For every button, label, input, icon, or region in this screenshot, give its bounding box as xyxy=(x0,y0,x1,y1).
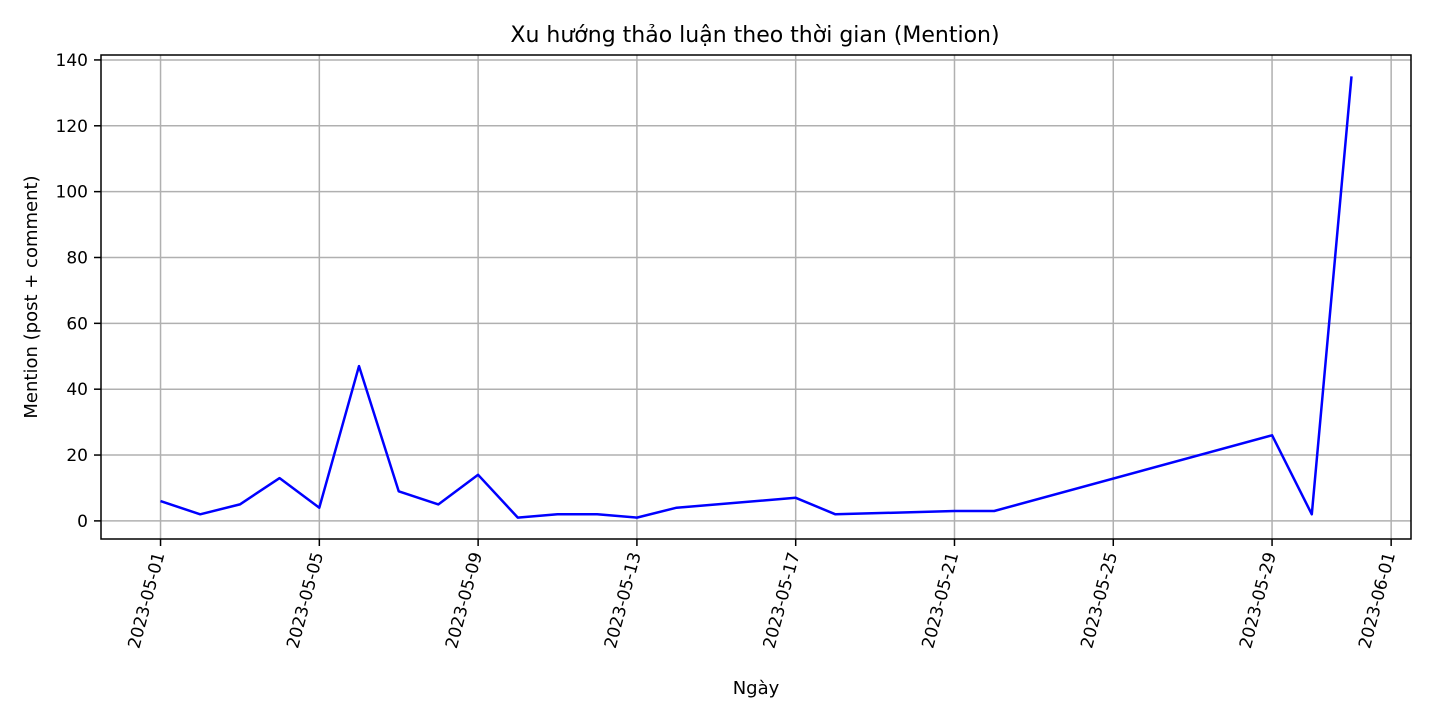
y-tick-label: 20 xyxy=(66,446,88,466)
y-tick-label: 140 xyxy=(56,51,88,71)
plot-area-frame xyxy=(100,54,1412,540)
series-layer xyxy=(160,76,1353,519)
y-axis-label: Mention (post + comment) xyxy=(21,175,42,418)
x-axis-label: Ngày xyxy=(733,678,780,699)
x-tick-label: 2023-06-01 xyxy=(1355,550,1400,651)
axis-ticks: 0 20 40 60 80 100 120 140 2023-05-01 2023-05-05 20… xyxy=(56,51,1400,651)
series-line xyxy=(160,76,1353,519)
y-tick-label: 40 xyxy=(66,380,88,400)
y-tick-label: 80 xyxy=(66,248,88,268)
x-tick-label: 2023-05-17 xyxy=(760,550,805,651)
x-tick-label: 2023-05-25 xyxy=(1077,550,1122,651)
y-tick-label: 0 xyxy=(77,512,88,532)
x-tick-label: 2023-05-13 xyxy=(601,550,646,651)
x-tick-label: 2023-05-21 xyxy=(918,550,963,651)
x-tick-label: 2023-05-01 xyxy=(124,550,169,651)
y-tick-label: 60 xyxy=(66,314,88,334)
x-tick-label: 2023-05-09 xyxy=(442,550,487,651)
x-tick-label: 2023-05-29 xyxy=(1236,550,1281,651)
grid-lines xyxy=(101,55,1411,539)
y-tick-label: 120 xyxy=(56,117,88,137)
chart-title: Xu hướng thảo luận theo thời gian (Menti… xyxy=(510,23,999,48)
x-tick-label: 2023-05-05 xyxy=(283,550,328,651)
y-tick-label: 100 xyxy=(56,183,88,203)
